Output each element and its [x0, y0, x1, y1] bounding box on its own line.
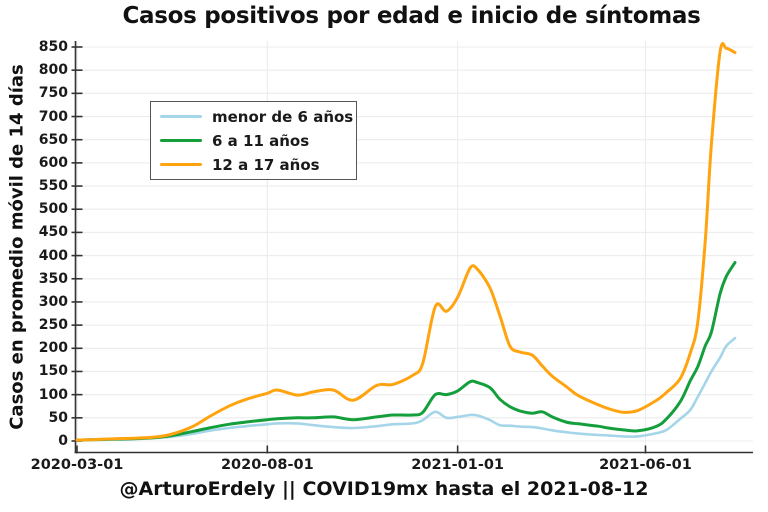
legend-item-6-a-11: 6 a 11 años — [160, 132, 356, 150]
y-axis-title: Casos en promedio móvil de 14 días — [6, 64, 28, 430]
y-tick-label: 400 — [38, 247, 68, 264]
y-tick-label: 550 — [38, 178, 68, 195]
y-tick-label: 700 — [38, 108, 68, 125]
x-tick-label: 2021-01-01 — [411, 457, 505, 473]
legend-label: menor de 6 años — [212, 107, 354, 126]
y-tick-label: 150 — [38, 363, 68, 380]
y-tick-label: 200 — [38, 340, 68, 357]
legend-label: 12 a 17 años — [212, 155, 320, 174]
legend-line-swatch-green — [160, 139, 202, 142]
y-tick-label: 600 — [38, 154, 68, 171]
y-tick-label: 250 — [38, 317, 68, 334]
series-line-1 — [75, 261, 737, 442]
legend-label: 6 a 11 años — [212, 131, 310, 150]
x-tick-label: 2020-08-01 — [220, 457, 314, 473]
caption-source-line: @ArturoErdely || COVID19mx hasta el 2021… — [119, 478, 649, 500]
legend-line-swatch-orange — [160, 163, 202, 166]
y-tick-label: 300 — [38, 293, 68, 310]
legend: menor de 6 años 6 a 11 años 12 a 17 años — [150, 101, 357, 180]
y-tick-label: 50 — [48, 409, 68, 426]
y-tick-label: 850 — [38, 39, 68, 55]
y-tick-label: 350 — [38, 270, 68, 287]
y-tick-label: 800 — [38, 62, 68, 79]
y-tick-label: 750 — [38, 85, 68, 102]
legend-item-menor-de-6: menor de 6 años — [160, 108, 356, 126]
x-tick-label: 2021-06-01 — [599, 457, 692, 473]
y-tick-label: 500 — [38, 201, 68, 218]
y-tick-label: 100 — [38, 386, 68, 403]
series-line-0 — [75, 336, 737, 442]
legend-item-12-a-17: 12 a 17 años — [160, 156, 356, 174]
legend-line-swatch-lightblue — [160, 115, 202, 118]
x-tick-label: 2020-03-01 — [30, 457, 124, 473]
y-tick-label: 450 — [38, 224, 68, 241]
y-tick-label: 0 — [58, 433, 68, 449]
chart-title: Casos positivos por edad e inicio de sín… — [122, 3, 701, 29]
series-line-2 — [75, 42, 737, 442]
y-tick-label: 650 — [38, 131, 68, 148]
